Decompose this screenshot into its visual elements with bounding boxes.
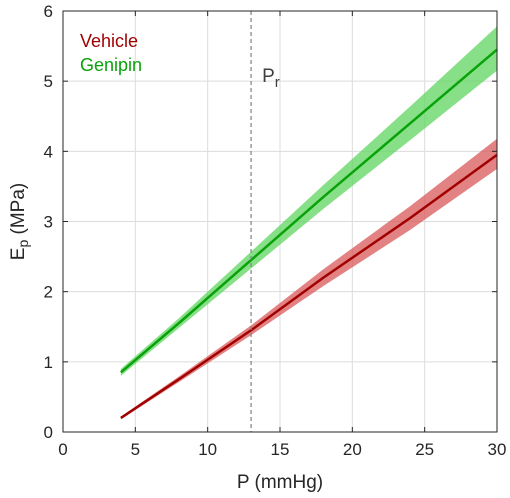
y-tick-label: 0 <box>44 423 53 442</box>
y-tick-label: 3 <box>44 213 53 232</box>
y-tick-label: 2 <box>44 283 53 302</box>
y-axis-label: Ep (MPa) <box>8 183 31 260</box>
reference-line-label-main: P <box>262 66 275 87</box>
x-tick-label: 20 <box>343 440 362 459</box>
x-tick-label: 15 <box>271 440 290 459</box>
x-tick-label: 0 <box>58 440 67 459</box>
y-axis-label-sub: p <box>15 240 31 248</box>
y-tick-label: 4 <box>44 142 53 161</box>
series-line-genipin <box>120 48 498 374</box>
x-tick-label: 5 <box>131 440 140 459</box>
y-tick-label: 5 <box>44 72 53 91</box>
confidence-band-genipin <box>120 26 497 376</box>
confidence-band-vehicle <box>120 138 497 420</box>
legend-entry-genipin: Genipin <box>80 55 142 75</box>
x-axis-label: P (mmHg) <box>237 472 323 493</box>
legend-entry-vehicle: Vehicle <box>80 31 138 51</box>
x-tick-label: 25 <box>415 440 434 459</box>
y-axis-label-unit: (MPa) <box>8 183 29 240</box>
reference-line-label-sub: r <box>275 74 280 91</box>
reference-line-label: Pr <box>262 66 280 91</box>
x-tick-label: 10 <box>198 440 217 459</box>
y-tick-label: 1 <box>44 353 53 372</box>
series-line-vehicle <box>120 153 498 420</box>
x-tick-label: 30 <box>488 440 507 459</box>
y-axis-label-main: E <box>8 248 29 261</box>
y-tick-label: 6 <box>44 2 53 21</box>
